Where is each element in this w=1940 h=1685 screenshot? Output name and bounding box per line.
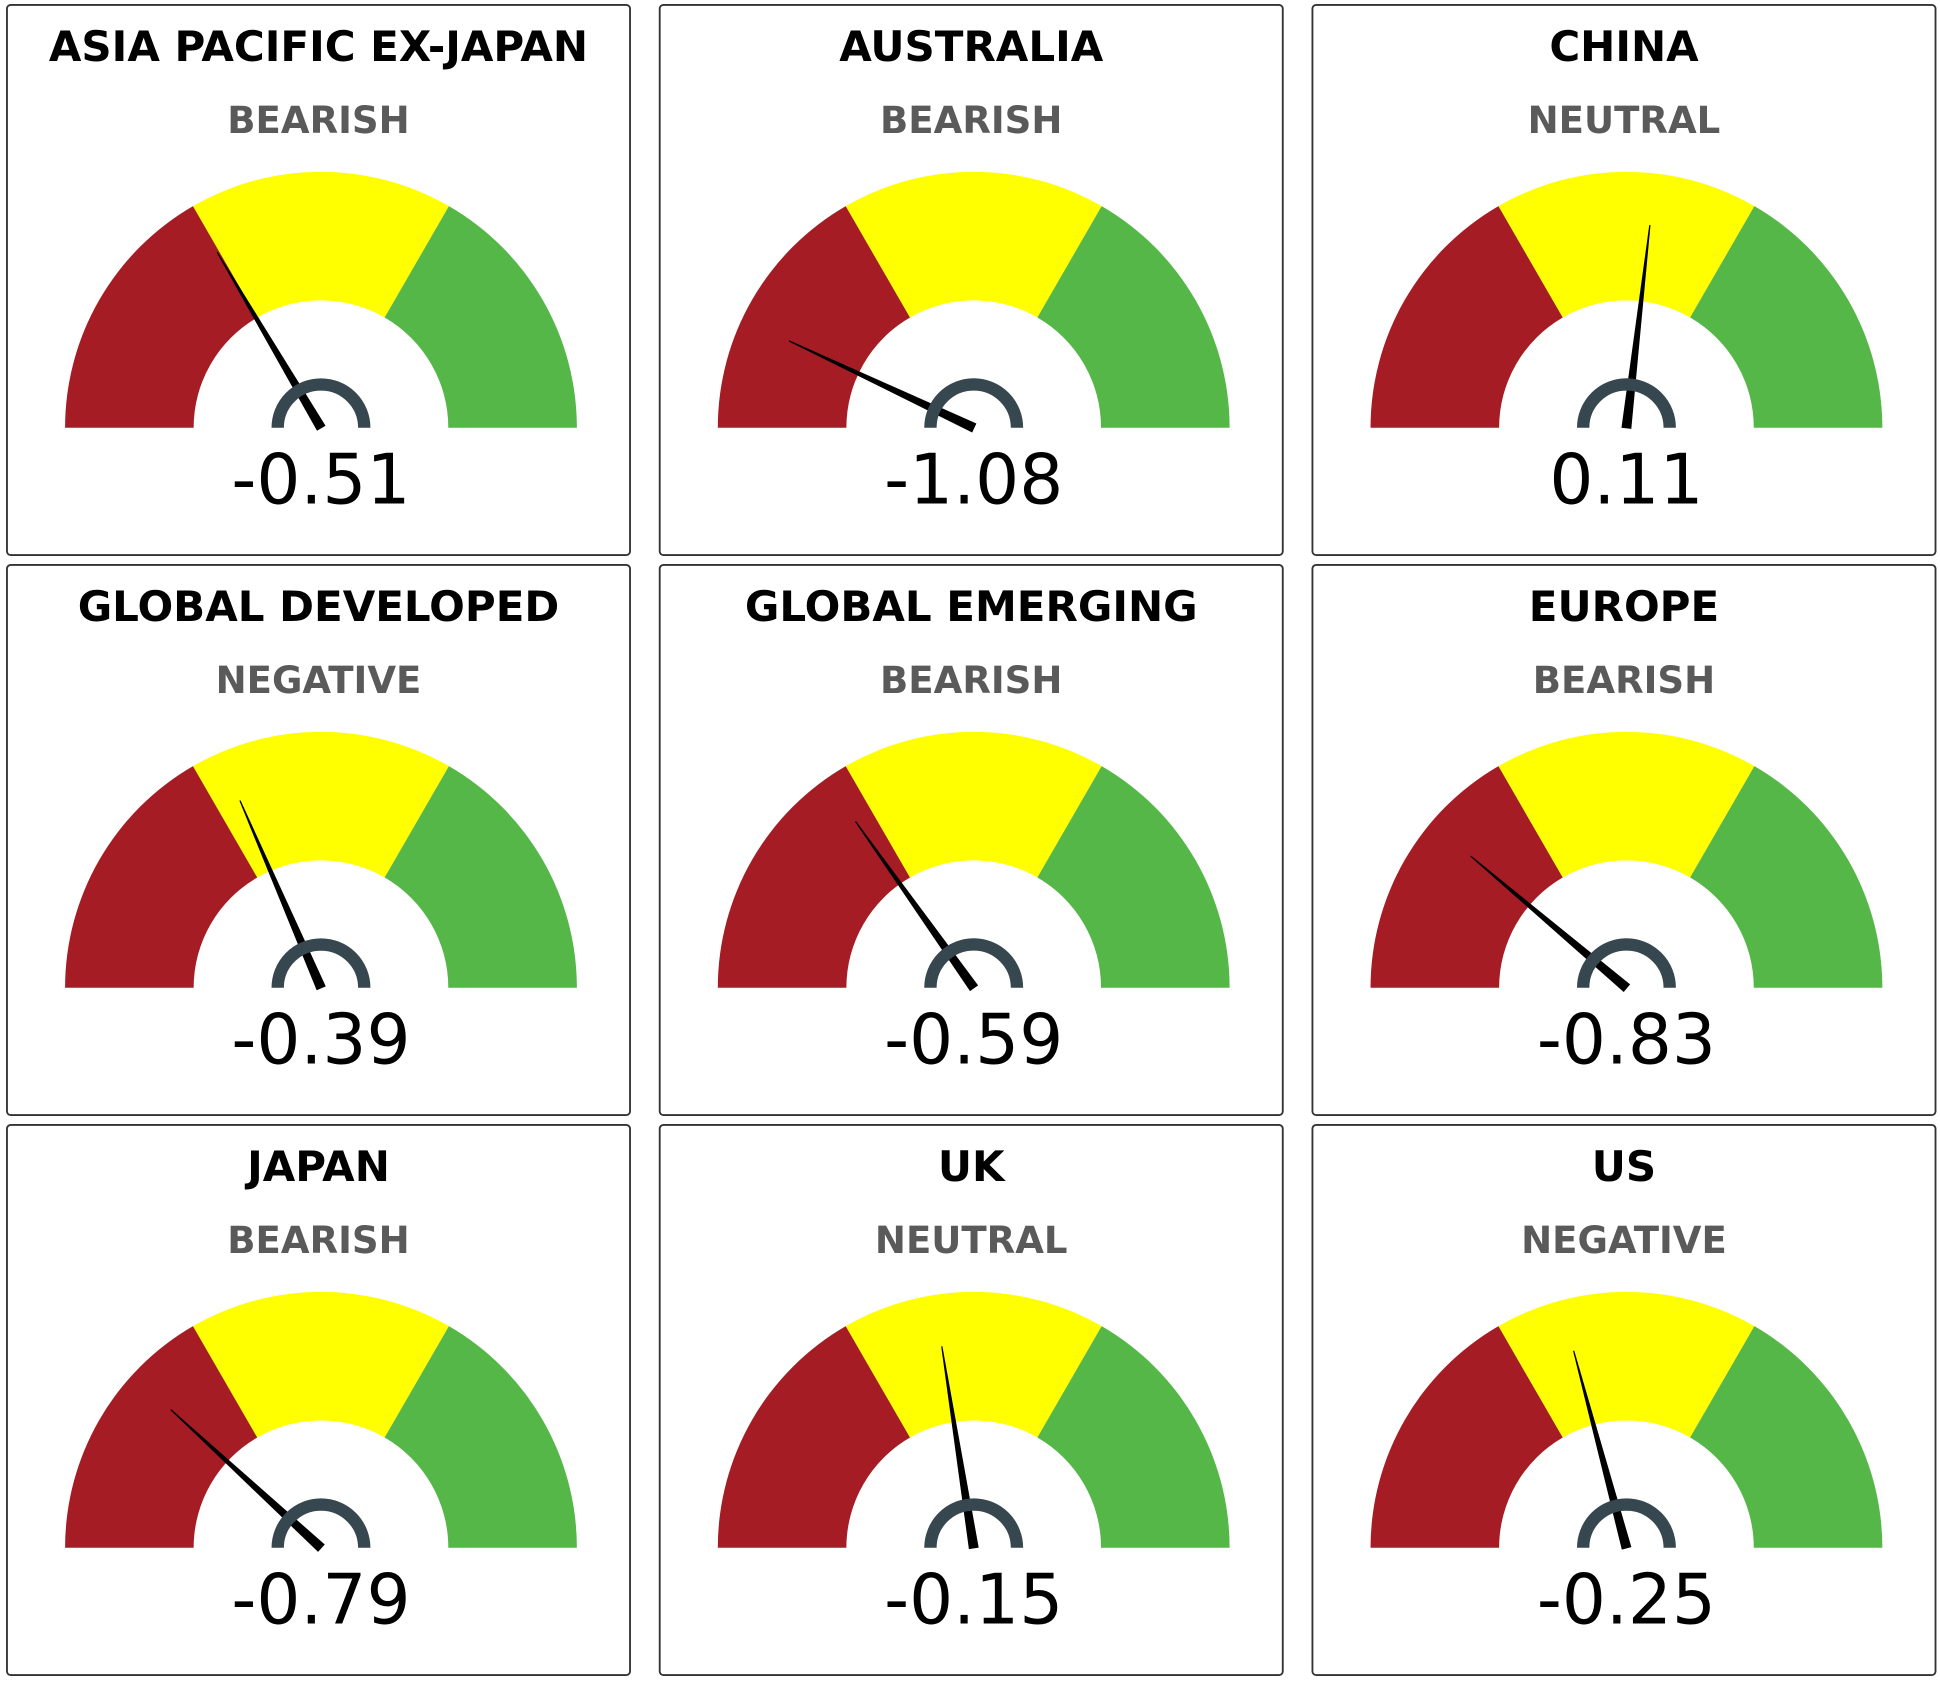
gauge-value: -0.59 <box>884 1001 1063 1081</box>
gauge-value: -1.08 <box>884 441 1063 521</box>
gauge-title: US <box>1592 1142 1656 1191</box>
gauge-title: JAPAN <box>244 1142 390 1191</box>
gauge-panel: EUROPE BEARISH -0.83 <box>1311 564 1937 1117</box>
gauge-panel: US NEGATIVE -0.25 <box>1311 1124 1937 1677</box>
gauge-band <box>384 1326 577 1548</box>
gauge-title: GLOBAL DEVELOPED <box>78 582 560 631</box>
gauge-value: -0.25 <box>1537 1561 1716 1641</box>
gauge-band <box>384 206 577 428</box>
gauge-value: -0.79 <box>231 1561 410 1641</box>
gauge-status: BEARISH <box>227 1219 409 1262</box>
gauge-band <box>1037 1326 1230 1548</box>
gauge-status: BEARISH <box>880 659 1062 702</box>
gauge-status: BEARISH <box>880 99 1062 142</box>
gauge-title: UK <box>938 1142 1006 1191</box>
gauge-panel: ASIA PACIFIC EX-JAPAN BEARISH -0.51 <box>6 4 631 557</box>
gauge-band <box>193 171 449 318</box>
gauge-band <box>1690 1326 1883 1548</box>
gauge-status: NEUTRAL <box>875 1219 1068 1262</box>
gauge-value: -0.15 <box>884 1561 1063 1641</box>
gauge-title: GLOBAL EMERGING <box>745 582 1198 631</box>
gauge-status: NEGATIVE <box>216 659 422 702</box>
gauge-band <box>1498 1291 1755 1438</box>
gauge-band <box>193 1291 449 1438</box>
gauge-hub <box>271 938 371 989</box>
gauge-band <box>1690 206 1883 428</box>
gauge-value: -0.83 <box>1537 1001 1716 1081</box>
gauge-panel: GLOBAL EMERGING BEARISH -0.59 <box>658 564 1284 1117</box>
gauge-band <box>65 1326 258 1548</box>
gauge-band <box>65 206 258 428</box>
gauge-hub <box>271 378 371 429</box>
gauge-value: 0.11 <box>1549 441 1703 521</box>
gauge-hub <box>924 938 1024 989</box>
gauge-hub <box>924 378 1024 429</box>
gauge-hub <box>271 1498 371 1549</box>
gauge-hub <box>1576 378 1676 429</box>
gauge-band <box>845 731 1102 878</box>
gauge-value: -0.51 <box>231 441 410 521</box>
gauge-panel: UK NEUTRAL -0.15 <box>658 1124 1284 1677</box>
gauge-panel: GLOBAL DEVELOPED NEGATIVE -0.39 <box>6 564 631 1117</box>
gauge-band <box>1037 766 1230 988</box>
gauge-status: BEARISH <box>1533 659 1715 702</box>
gauge-band <box>1370 766 1563 988</box>
gauge-band <box>1037 206 1230 428</box>
gauge-band <box>1498 731 1755 878</box>
gauge-band <box>1690 766 1883 988</box>
gauge-panel: JAPAN BEARISH -0.79 <box>6 1124 631 1677</box>
gauge-band <box>717 206 911 428</box>
gauge-value: -0.39 <box>231 1001 410 1081</box>
gauge-band <box>65 766 258 988</box>
gauge-status: NEUTRAL <box>1528 99 1721 142</box>
gauge-title: AUSTRALIA <box>839 22 1104 71</box>
gauge-hub <box>1576 938 1676 989</box>
gauge-title: CHINA <box>1549 22 1699 71</box>
gauge-needle <box>1621 225 1651 429</box>
gauge-title: EUROPE <box>1529 582 1719 631</box>
gauge-panel: CHINA NEUTRAL 0.11 <box>1311 4 1937 557</box>
gauge-band <box>845 1291 1102 1438</box>
gauge-status: NEGATIVE <box>1521 1219 1727 1262</box>
gauge-hub <box>1576 1498 1676 1549</box>
gauge-band <box>717 1326 911 1548</box>
gauge-band <box>1370 1326 1563 1548</box>
gauge-band <box>1370 206 1563 428</box>
gauge-band <box>717 766 911 988</box>
gauge-band <box>384 766 577 988</box>
gauge-hub <box>924 1498 1024 1549</box>
gauge-needle <box>941 1346 979 1550</box>
gauge-status: BEARISH <box>227 99 409 142</box>
gauge-band <box>845 171 1102 318</box>
gauge-title: ASIA PACIFIC EX-JAPAN <box>49 22 588 71</box>
gauge-panel: AUSTRALIA BEARISH -1.08 <box>658 4 1284 557</box>
gauge-band <box>1498 171 1755 318</box>
